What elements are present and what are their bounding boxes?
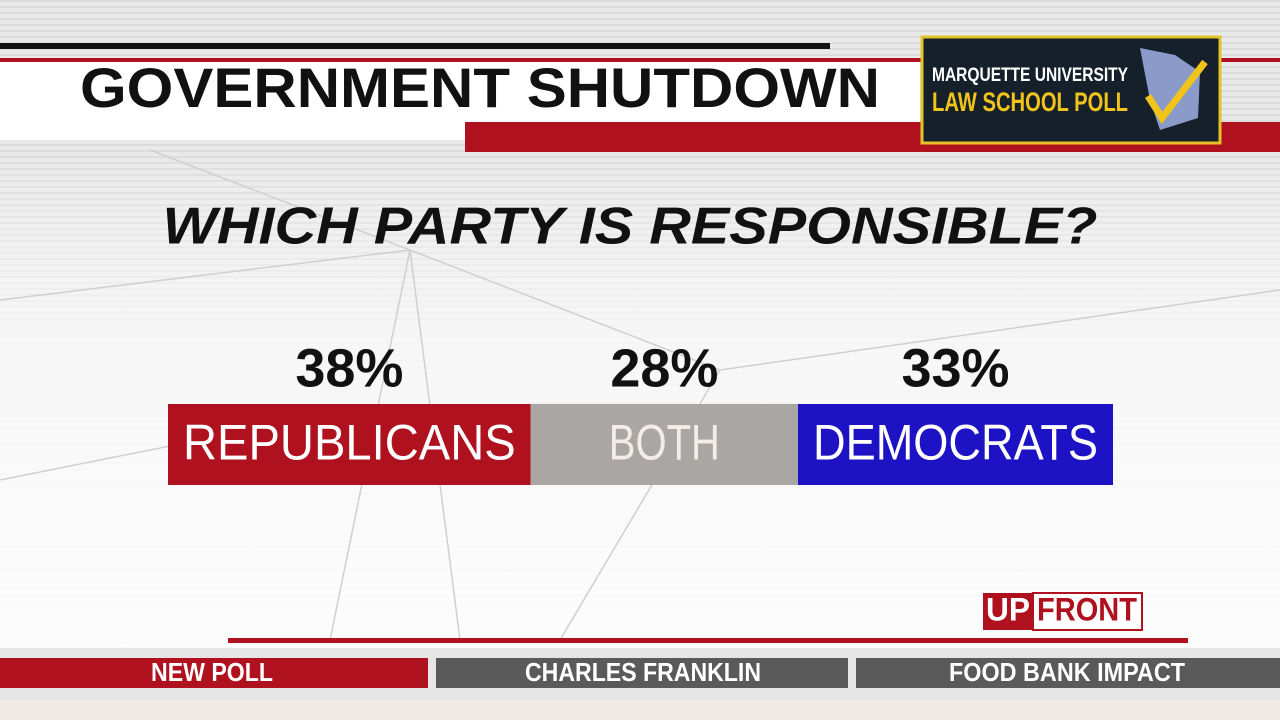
bottom-strip <box>0 700 1280 720</box>
brand-up-box <box>983 593 1033 630</box>
ticker-item: FOOD BANK IMPACT <box>949 657 1185 687</box>
value-label: 33% <box>901 338 1009 398</box>
value-label: 28% <box>610 338 718 398</box>
bar-segment <box>530 404 798 485</box>
ticker-item: NEW POLL <box>151 657 273 687</box>
page-title: GOVERNMENT SHUTDOWN <box>80 56 880 119</box>
ticker-item: CHARLES FRANKLIN <box>525 657 761 687</box>
ticker-box <box>0 658 428 688</box>
chart-title: WHICH PARTY IS RESPONSIBLE? <box>163 198 1098 256</box>
logo-line2: LAW SCHOOL POLL <box>932 87 1128 117</box>
category-label: REPUBLICANS <box>183 415 516 471</box>
bar-segment <box>798 404 1113 485</box>
ticker-rule <box>228 638 1188 643</box>
ticker-box <box>436 658 848 688</box>
bar-segment <box>168 404 531 485</box>
category-label: BOTH <box>609 415 720 471</box>
brand-up: UP <box>986 591 1030 627</box>
logo-line1: MARQUETTE UNIVERSITY <box>932 65 1128 86</box>
background-fade <box>0 150 1280 650</box>
red-rule <box>0 58 1280 62</box>
brand-front-box <box>1032 592 1143 631</box>
value-label: 38% <box>295 338 403 398</box>
category-label: DEMOCRATS <box>813 415 1098 471</box>
top-rule <box>0 43 830 49</box>
ticker-box <box>856 658 1280 688</box>
brand-front: FRONT <box>1037 591 1137 627</box>
logo-check <box>1145 59 1208 125</box>
bar-chart: REPUBLICANS 38% BOTH 28% DEMOCRATS 33% <box>168 338 1113 485</box>
